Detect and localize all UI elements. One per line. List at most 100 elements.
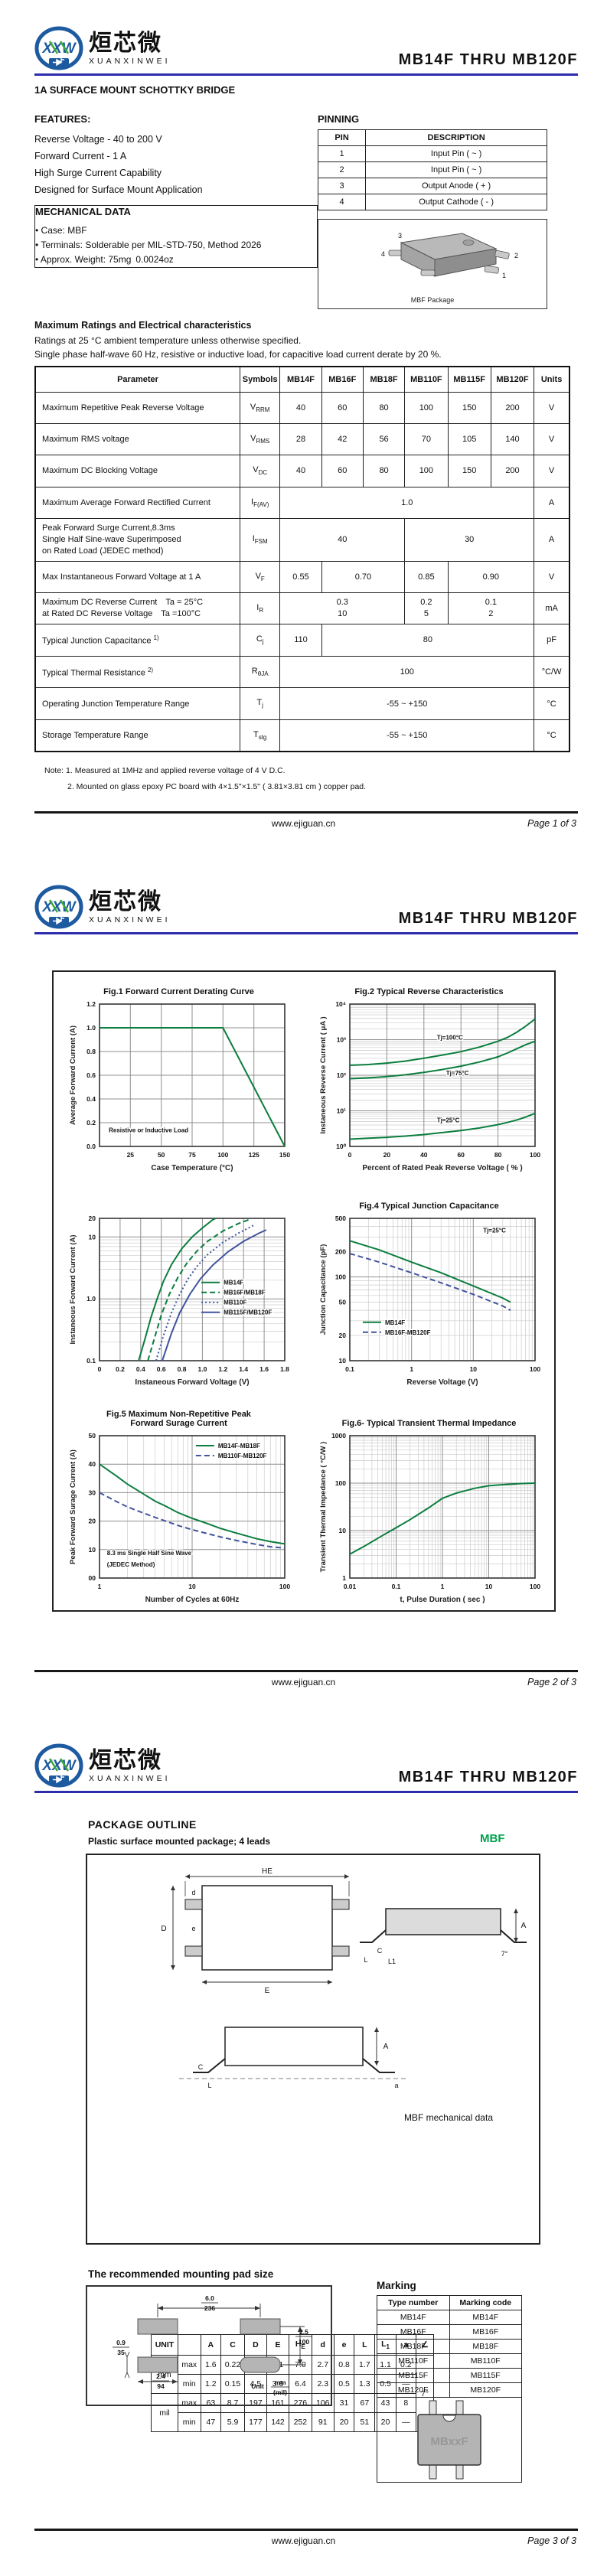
table-cell: 3	[317, 178, 367, 194]
dim-A: A	[383, 2043, 389, 2051]
figure-2: Fig.2 Typical Reverse Characteristics 0 2…	[308, 981, 551, 1174]
svg-text:0.01: 0.01	[343, 1583, 356, 1590]
table-cell: 20	[374, 2412, 397, 2433]
logo-icon: XXW	[34, 885, 83, 929]
dim-L1: L1	[388, 1958, 396, 1965]
svg-text:0.6: 0.6	[156, 1365, 165, 1373]
table-cell: IF(AV)	[240, 486, 281, 519]
figure-5-chart: 1 10 100 00 10 20 30 40 50 8.3 ms Single Half Sin…	[69, 1432, 290, 1604]
company-logo: XXW 烜芯微 XUANXINWEI	[34, 26, 171, 72]
feature-item: Forward Current - 1 A	[34, 151, 127, 161]
table-cell: MB120F	[377, 2382, 450, 2398]
table-cell: 6.4	[288, 2374, 312, 2395]
footer-rule	[34, 811, 578, 814]
svg-text:8.3 ms Single Half Sine Wave: 8.3 ms Single Half Sine Wave	[106, 1550, 191, 1557]
figure-2-chart: 0 20 40 60 80 100 10⁰ 10¹ 10² 10³ 10⁴ Tj=100°C Tj=75…	[319, 1000, 540, 1172]
svg-text:125: 125	[248, 1151, 259, 1159]
table-cell: VDC	[240, 455, 281, 487]
table-cell: VF	[240, 560, 281, 593]
svg-text:1.0: 1.0	[86, 1295, 96, 1303]
svg-text:Tj=100°C: Tj=100°C	[436, 1035, 462, 1042]
svg-text:10: 10	[469, 1365, 477, 1373]
page-1: XXW 烜芯微 XUANXINWEI MB14F THRU MB120F 1A …	[0, 0, 607, 859]
table-cell: Output Anode ( + )	[365, 178, 547, 194]
table-cell: Marking code	[449, 2295, 522, 2310]
table-cell: Parameter	[34, 366, 241, 393]
svg-text:10: 10	[338, 1527, 346, 1534]
marking-code-text: MBxxF	[430, 2435, 468, 2448]
svg-text:0.4: 0.4	[86, 1095, 96, 1103]
svg-text:mm: mm	[274, 2379, 286, 2386]
svg-text:0.0: 0.0	[86, 1143, 96, 1150]
mounting-pad-heading: The recommended mounting pad size	[88, 2268, 274, 2280]
logo-english-name: XUANXINWEI	[89, 1774, 171, 1784]
table-cell: MB16F	[321, 366, 364, 393]
table-cell: A	[534, 486, 570, 519]
table-cell: MB14F	[377, 2310, 450, 2325]
table-cell: DESCRIPTION	[365, 129, 547, 146]
svg-text:50: 50	[157, 1151, 165, 1159]
table-cell: IFSM	[240, 517, 281, 562]
package-caption: MBF Package	[410, 296, 455, 304]
pinning-heading: PINNING	[318, 113, 360, 125]
table-cell: D	[243, 2333, 267, 2356]
table-cell: V	[534, 391, 570, 425]
svg-text:100: 100	[299, 2338, 309, 2346]
svg-text:MB16F/MB18F: MB16F/MB18F	[224, 1290, 266, 1296]
table-cell: A	[200, 2333, 222, 2356]
table-cell: e	[333, 2333, 355, 2356]
svg-text:100: 100	[529, 1583, 540, 1590]
doc-title: MB14F THRU MB120F	[398, 910, 578, 927]
table-cell: 30	[404, 517, 535, 562]
table-cell: 0.8	[333, 2355, 355, 2375]
footer-page-number: Page 2 of 3	[527, 1677, 576, 1687]
mechanical-item: • Terminals: Solderable per MIL-STD-750,…	[35, 240, 262, 250]
table-cell: Tj	[240, 687, 281, 720]
table-cell: MB14F	[279, 366, 322, 393]
table-cell: 200	[490, 455, 535, 487]
table-cell: 100	[404, 455, 449, 487]
table-cell: 80	[362, 455, 406, 487]
table-cell: 0.15	[220, 2374, 245, 2395]
svg-text:Average Forward Current (A): Average Forward Current (A)	[69, 1026, 77, 1125]
svg-text:10²: 10²	[336, 1071, 345, 1079]
svg-text:236: 236	[204, 2304, 215, 2312]
table-cell: 60	[321, 391, 364, 425]
footer-rule	[34, 1670, 578, 1672]
package-outline-drawing: HE E D e d A C L L1 7°	[161, 1867, 527, 2089]
page-header: XXW 烜芯微 XUANXINWEI MB14F THRU MB120F	[34, 874, 578, 931]
svg-text:1: 1	[342, 1574, 346, 1582]
svg-text:10: 10	[485, 1583, 492, 1590]
svg-text:500: 500	[335, 1215, 345, 1222]
table-cell: 3.6	[266, 2374, 289, 2395]
dim-HE: HE	[262, 1867, 272, 1876]
table-cell: C	[220, 2333, 245, 2356]
svg-text:80: 80	[494, 1151, 501, 1159]
table-cell: 0.90	[447, 560, 535, 593]
pkg-pin-label: 4	[381, 250, 385, 258]
company-logo: XXW 烜芯微 XUANXINWEI	[34, 885, 171, 931]
note-line-2: 2. Mounted on glass epoxy PC board with …	[67, 782, 367, 791]
logo-icon: XXW	[34, 1743, 83, 1788]
svg-text:t, Pulse Duration ( sec ): t, Pulse Duration ( sec )	[400, 1596, 485, 1604]
svg-text:1.8: 1.8	[280, 1365, 289, 1373]
svg-text:Tj=25°C: Tj=25°C	[483, 1228, 506, 1234]
table-cell: 2.7	[311, 2355, 335, 2375]
svg-text:Number of Cycles at 60Hz: Number of Cycles at 60Hz	[145, 1596, 239, 1604]
table-cell: MB110F	[377, 2353, 450, 2369]
table-cell: 1.3	[354, 2374, 376, 2395]
logo-text: 烜芯微 XUANXINWEI	[89, 1749, 171, 1783]
svg-text:(JEDEC Method): (JEDEC Method)	[106, 1561, 155, 1568]
svg-text:2.5: 2.5	[299, 2328, 308, 2336]
svg-text:Instaneous Forward Voltage (V): Instaneous Forward Voltage (V)	[135, 1378, 249, 1387]
table-cell: 252	[288, 2412, 312, 2433]
table-cell: Typical Junction Capacitance 1)	[34, 624, 241, 657]
svg-text:20: 20	[383, 1151, 390, 1159]
table-cell: 47	[200, 2412, 222, 2433]
svg-text:50: 50	[338, 1299, 346, 1306]
table-cell: Operating Junction Temperature Range	[34, 687, 241, 720]
svg-text:0.1: 0.1	[86, 1357, 96, 1365]
table-cell: E	[266, 2333, 289, 2356]
logo-chinese-name: 烜芯微	[89, 30, 162, 57]
table-cell: 40	[279, 391, 322, 425]
